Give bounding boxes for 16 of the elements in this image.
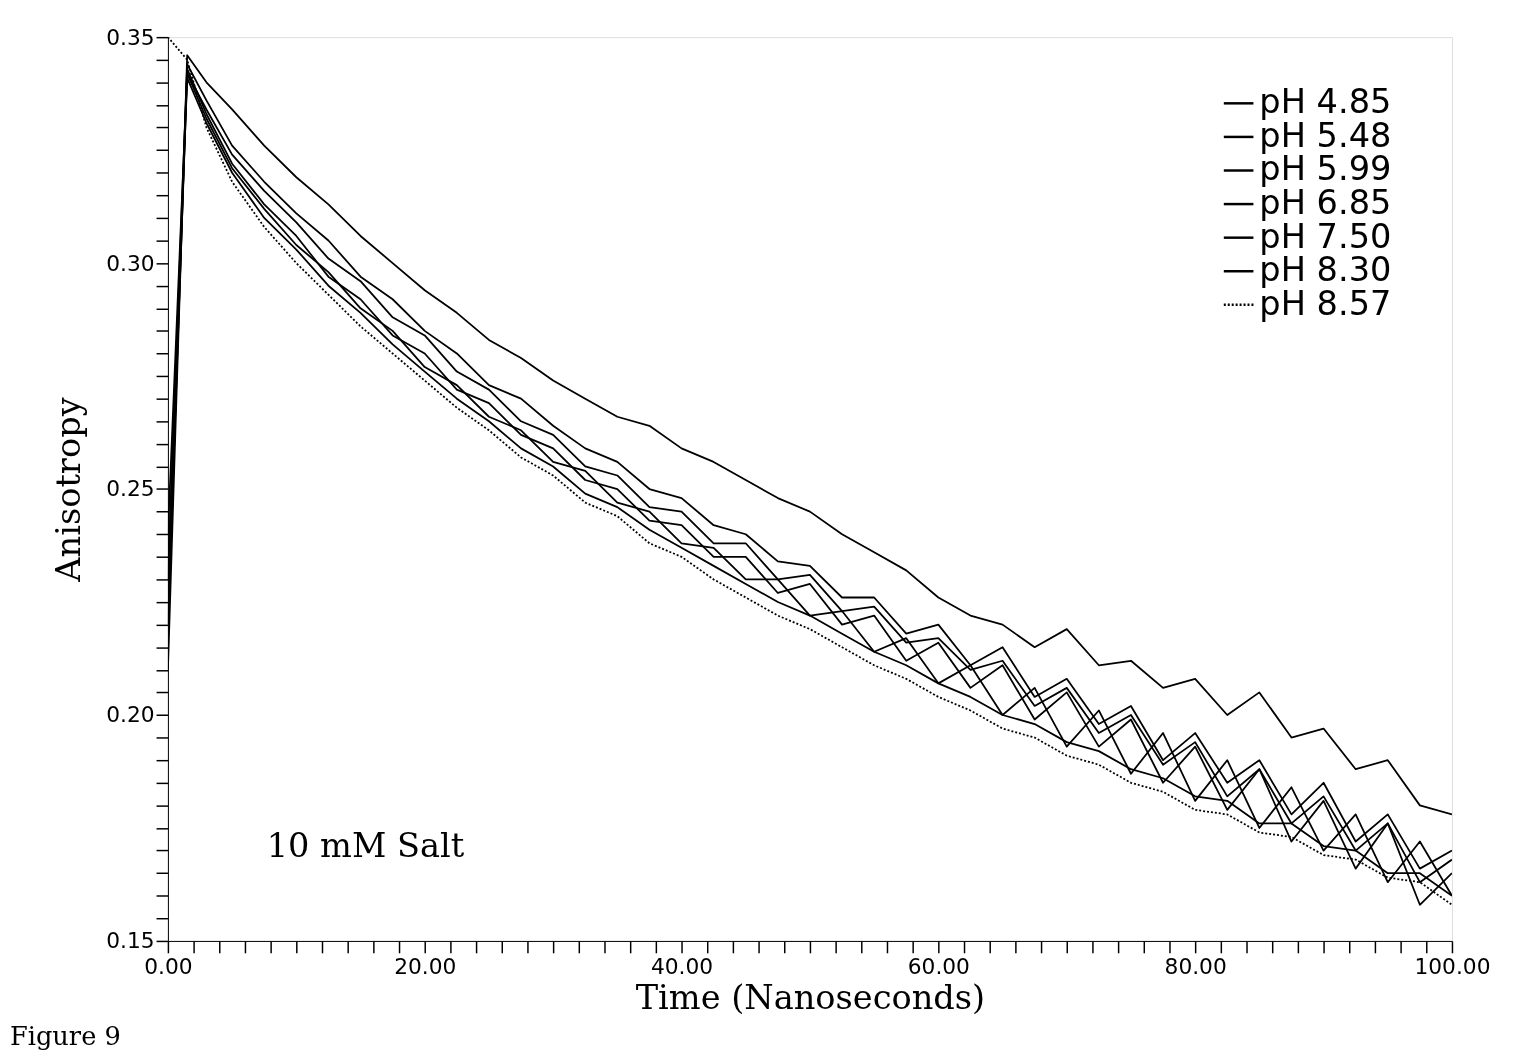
y-tick-label: 0.25 <box>106 476 155 502</box>
annotation: 10 mM Salt <box>266 825 465 865</box>
x-tick-label: 0.00 <box>144 954 193 980</box>
y-tick-label: 0.30 <box>106 250 155 276</box>
x-tick-label: 40.00 <box>650 954 714 980</box>
legend-label: pH 4.85 <box>1259 82 1392 122</box>
x-tick-label: 80.00 <box>1164 954 1227 980</box>
y-tick-label: 0.20 <box>106 702 155 728</box>
y-tick-label: 0.15 <box>106 928 155 954</box>
y-tick-label: 0.35 <box>106 24 155 50</box>
caption: Figure 9 <box>9 1020 121 1051</box>
x-axis-title: Time (Nanoseconds) <box>635 977 986 1017</box>
y-axis-title: Anisotropy <box>48 397 88 583</box>
x-tick-label: 60.00 <box>907 954 970 980</box>
x-tick-label: 100.00 <box>1414 954 1491 980</box>
x-tick-label: 20.00 <box>394 954 457 980</box>
